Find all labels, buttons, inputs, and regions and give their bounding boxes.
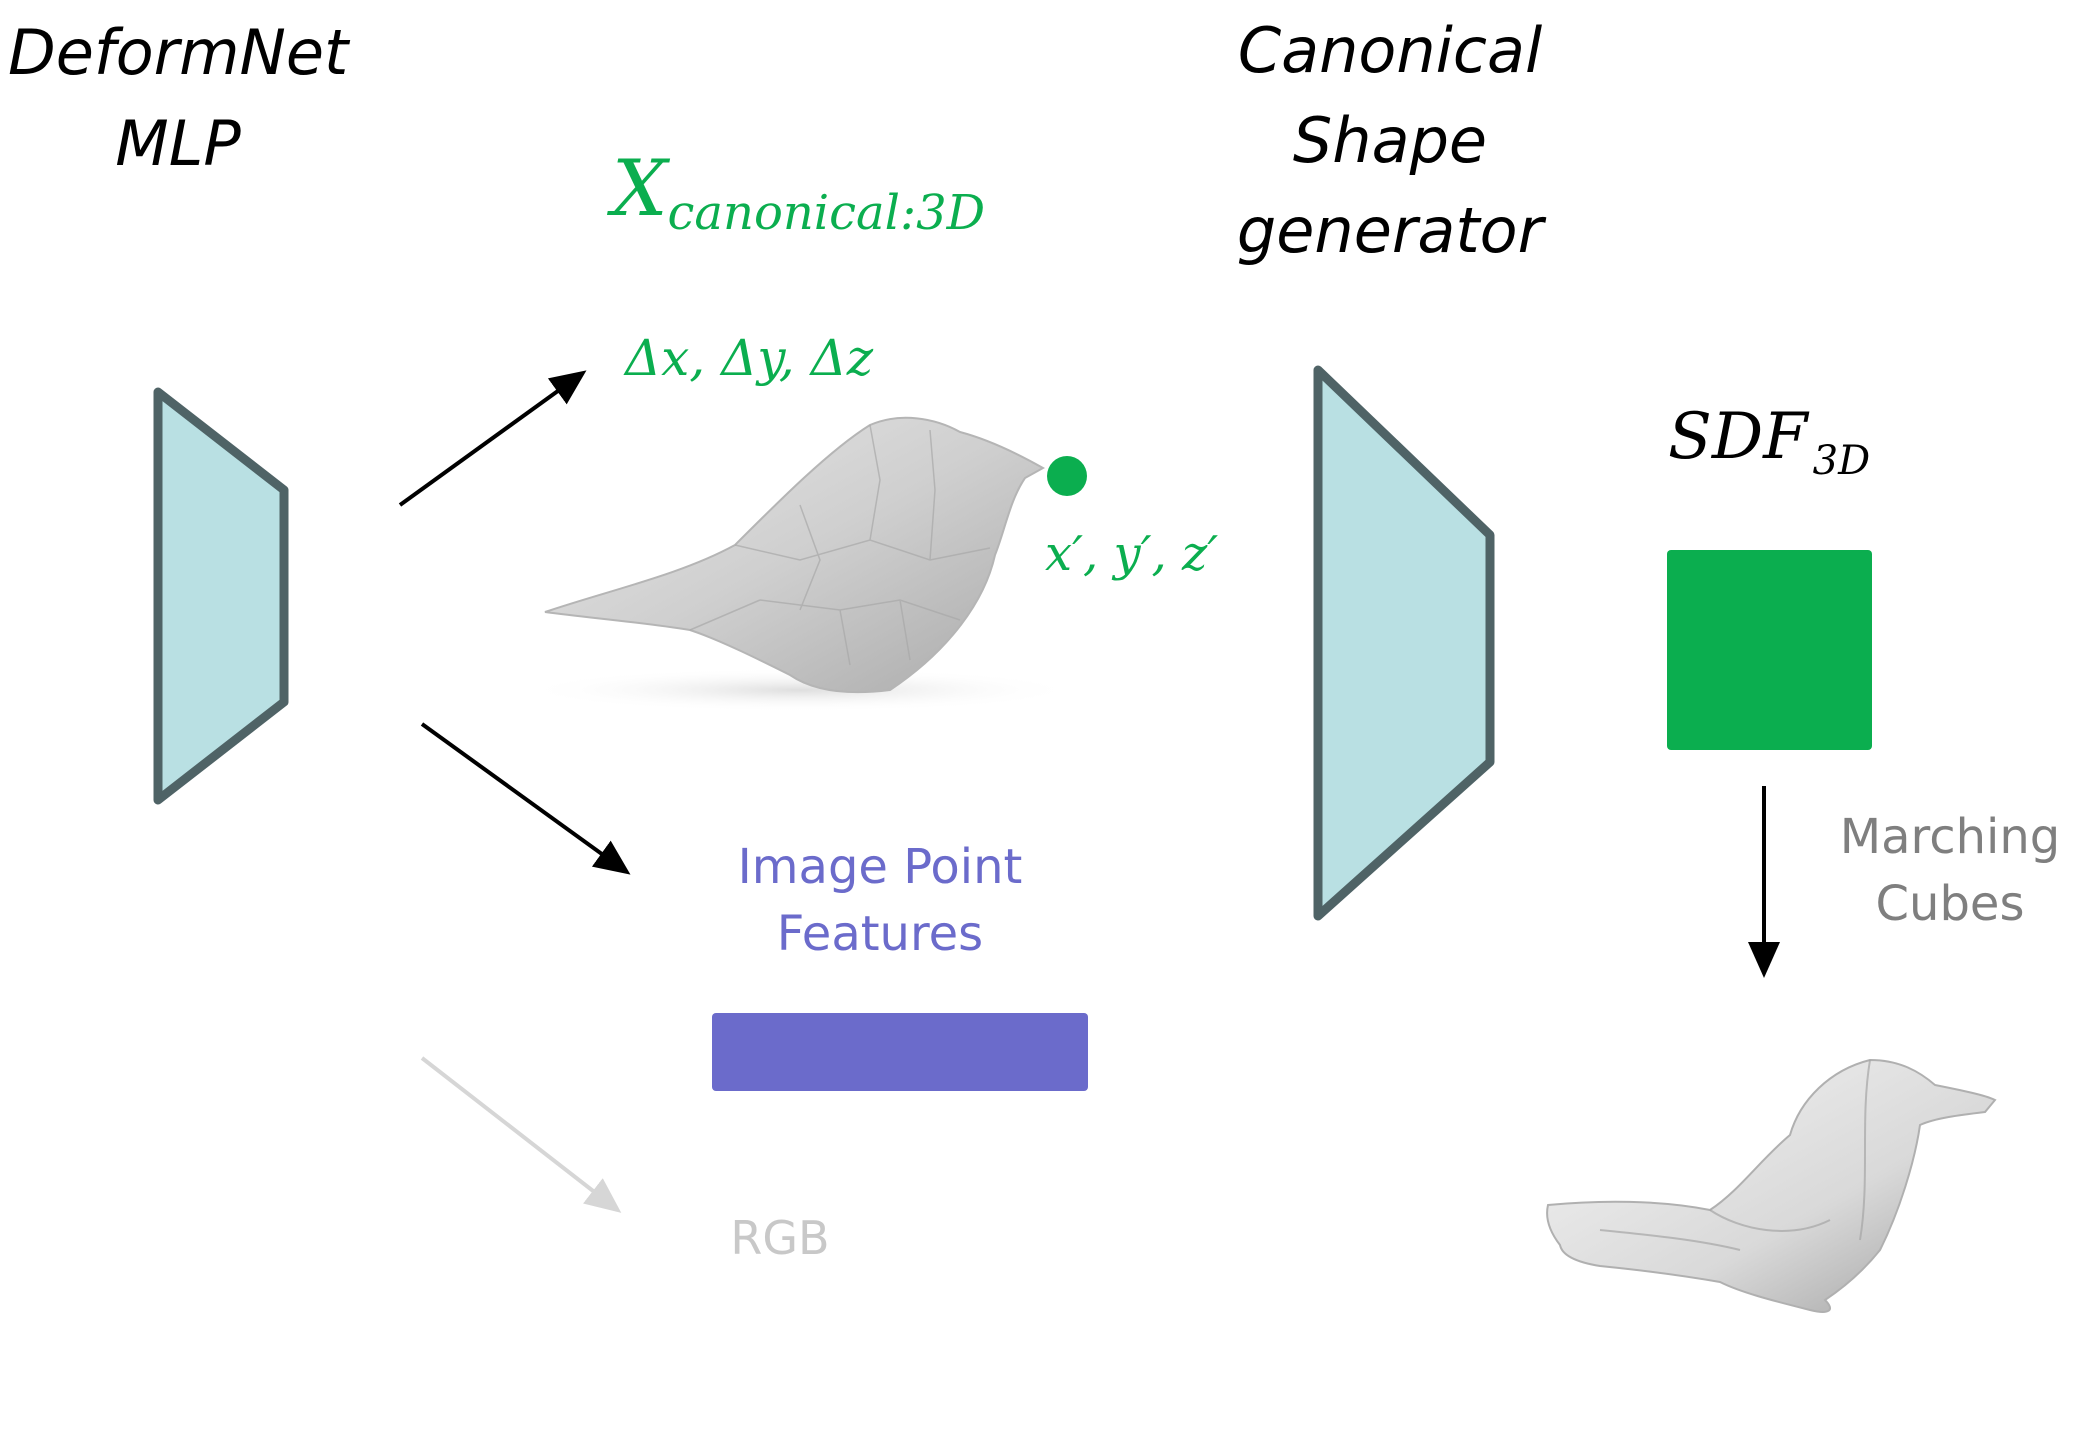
deformnet-mlp-block <box>153 387 289 805</box>
sdf-square <box>1667 550 1872 750</box>
marching-cubes-label-line1: Marching <box>1839 809 2061 865</box>
canonical-bird-mesh <box>520 416 1080 712</box>
image-point-features-bar <box>712 1013 1088 1091</box>
image-point-label-line2: Features <box>776 906 984 962</box>
sdf-label: SDF 3D <box>1668 405 1870 481</box>
delta-xyz-label: Δx, Δy, Δz <box>625 329 874 387</box>
deformnet-label-line2: MLP <box>115 107 241 180</box>
canonical-label-line3: generator <box>1236 194 1544 267</box>
x-canonical-label: Xcanonical:3D <box>612 150 985 237</box>
rgb-label: RGB <box>730 1211 830 1265</box>
image-point-label-line1: Image Point <box>737 839 1023 895</box>
arrow-to-delta <box>398 370 587 507</box>
deformnet-label-line1: DeformNet <box>8 16 349 89</box>
x-prime-label: x′, y′, z′ <box>1045 526 1219 582</box>
reconstructed-bird-mesh <box>1546 1058 1997 1313</box>
sdf-main: SDF <box>1668 400 1808 474</box>
x-canonical-main: X <box>612 144 668 234</box>
marching-cubes-label-line2: Cubes <box>1875 876 2025 932</box>
sdf-sub: 3D <box>1812 438 1871 484</box>
canonical-shape-generator-block <box>1313 365 1495 921</box>
arrow-to-image-features <box>420 722 631 875</box>
sample-point-marker <box>1047 456 1087 496</box>
canonical-label-line2: Shape <box>1292 104 1488 177</box>
arrow-to-rgb <box>420 1056 622 1213</box>
x-canonical-sub: canonical:3D <box>667 185 986 241</box>
canonical-label-line1: Canonical <box>1237 14 1543 87</box>
